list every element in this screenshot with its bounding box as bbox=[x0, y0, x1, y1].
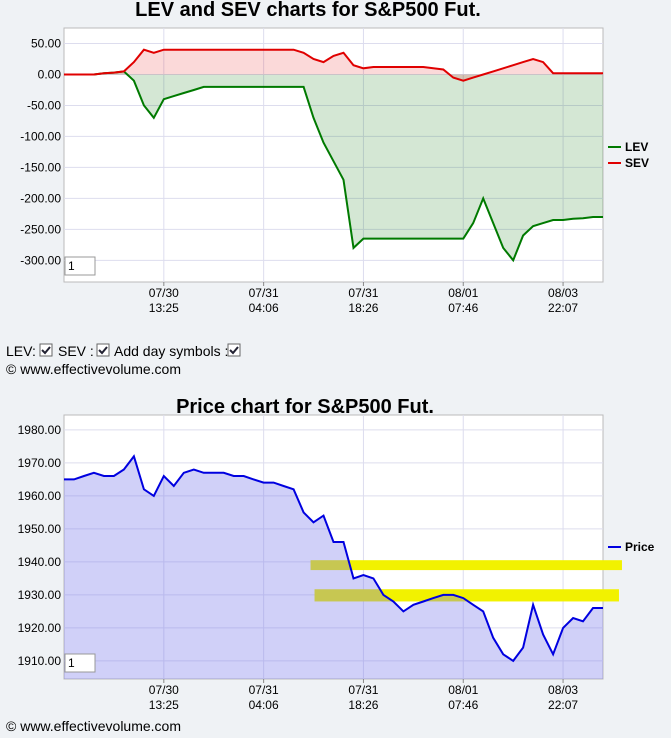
zoom-input-value: 1 bbox=[68, 259, 75, 273]
legend-label: Price bbox=[625, 540, 655, 554]
y-tick-label: 1910.00 bbox=[18, 654, 62, 668]
x-tick-label: 08/03 22:07 bbox=[548, 286, 578, 315]
y-tick-label: 50.00 bbox=[31, 36, 61, 50]
y-tick-label: -100.00 bbox=[20, 129, 61, 143]
y-tick-label: 1960.00 bbox=[18, 489, 62, 503]
x-tick-label: 08/01 07:46 bbox=[448, 683, 478, 712]
y-tick-label: 1980.00 bbox=[18, 423, 62, 437]
day-symbols-label: Add day symbols : bbox=[114, 343, 228, 359]
y-tick-label: -200.00 bbox=[20, 191, 61, 205]
chart-title: LEV and SEV charts for S&P500 Fut. bbox=[135, 0, 481, 21]
chart-title: Price chart for S&P500 Fut. bbox=[176, 396, 434, 418]
y-tick-label: -150.00 bbox=[20, 160, 61, 174]
level-band bbox=[314, 589, 619, 602]
series-line bbox=[64, 48, 603, 82]
y-tick-label: 1950.00 bbox=[18, 522, 62, 536]
y-tick-label: 0.00 bbox=[38, 67, 62, 81]
series-line bbox=[64, 454, 603, 663]
day-symbols-checkbox[interactable] bbox=[227, 343, 241, 357]
zoom-input[interactable]: 1 bbox=[64, 256, 96, 276]
x-tick-label: 07/31 18:26 bbox=[348, 683, 378, 712]
plot-area bbox=[63, 414, 604, 680]
lev-label: LEV: bbox=[6, 343, 36, 359]
y-tick-label: -250.00 bbox=[20, 222, 61, 236]
x-tick-label: 07/31 04:06 bbox=[249, 683, 279, 712]
zoom-input-box bbox=[64, 653, 96, 673]
x-tick-label: 07/30 13:25 bbox=[149, 683, 179, 712]
series-area bbox=[64, 456, 603, 679]
series-area bbox=[64, 49, 603, 81]
legend-label: LEV bbox=[625, 140, 648, 154]
zoom-input[interactable]: 1 bbox=[64, 653, 96, 673]
y-tick-label: 1930.00 bbox=[18, 588, 62, 602]
copyright: © www.effectivevolume.com bbox=[6, 718, 181, 734]
y-tick-label: 1970.00 bbox=[18, 456, 62, 470]
y-tick-label: -50.00 bbox=[27, 98, 61, 112]
sev-label: SEV : bbox=[58, 343, 94, 359]
series-area bbox=[64, 71, 603, 261]
zoom-input-box bbox=[64, 256, 96, 276]
copyright: © www.effectivevolume.com bbox=[6, 361, 181, 377]
level-band bbox=[310, 560, 622, 571]
x-tick-label: 07/31 18:26 bbox=[348, 286, 378, 315]
series-line bbox=[64, 70, 603, 263]
plot-area bbox=[63, 27, 604, 283]
y-tick-label: 1920.00 bbox=[18, 621, 62, 635]
y-tick-label: 1940.00 bbox=[18, 555, 62, 569]
zoom-input-value: 1 bbox=[68, 656, 75, 670]
lev-checkbox[interactable] bbox=[39, 343, 53, 357]
legend-label: SEV bbox=[625, 156, 649, 170]
sev-checkbox[interactable] bbox=[96, 343, 110, 357]
x-tick-label: 07/31 04:06 bbox=[249, 286, 279, 315]
x-tick-label: 08/01 07:46 bbox=[448, 286, 478, 315]
x-tick-label: 08/03 22:07 bbox=[548, 683, 578, 712]
x-tick-label: 07/30 13:25 bbox=[149, 286, 179, 315]
y-tick-label: -300.00 bbox=[20, 253, 61, 267]
